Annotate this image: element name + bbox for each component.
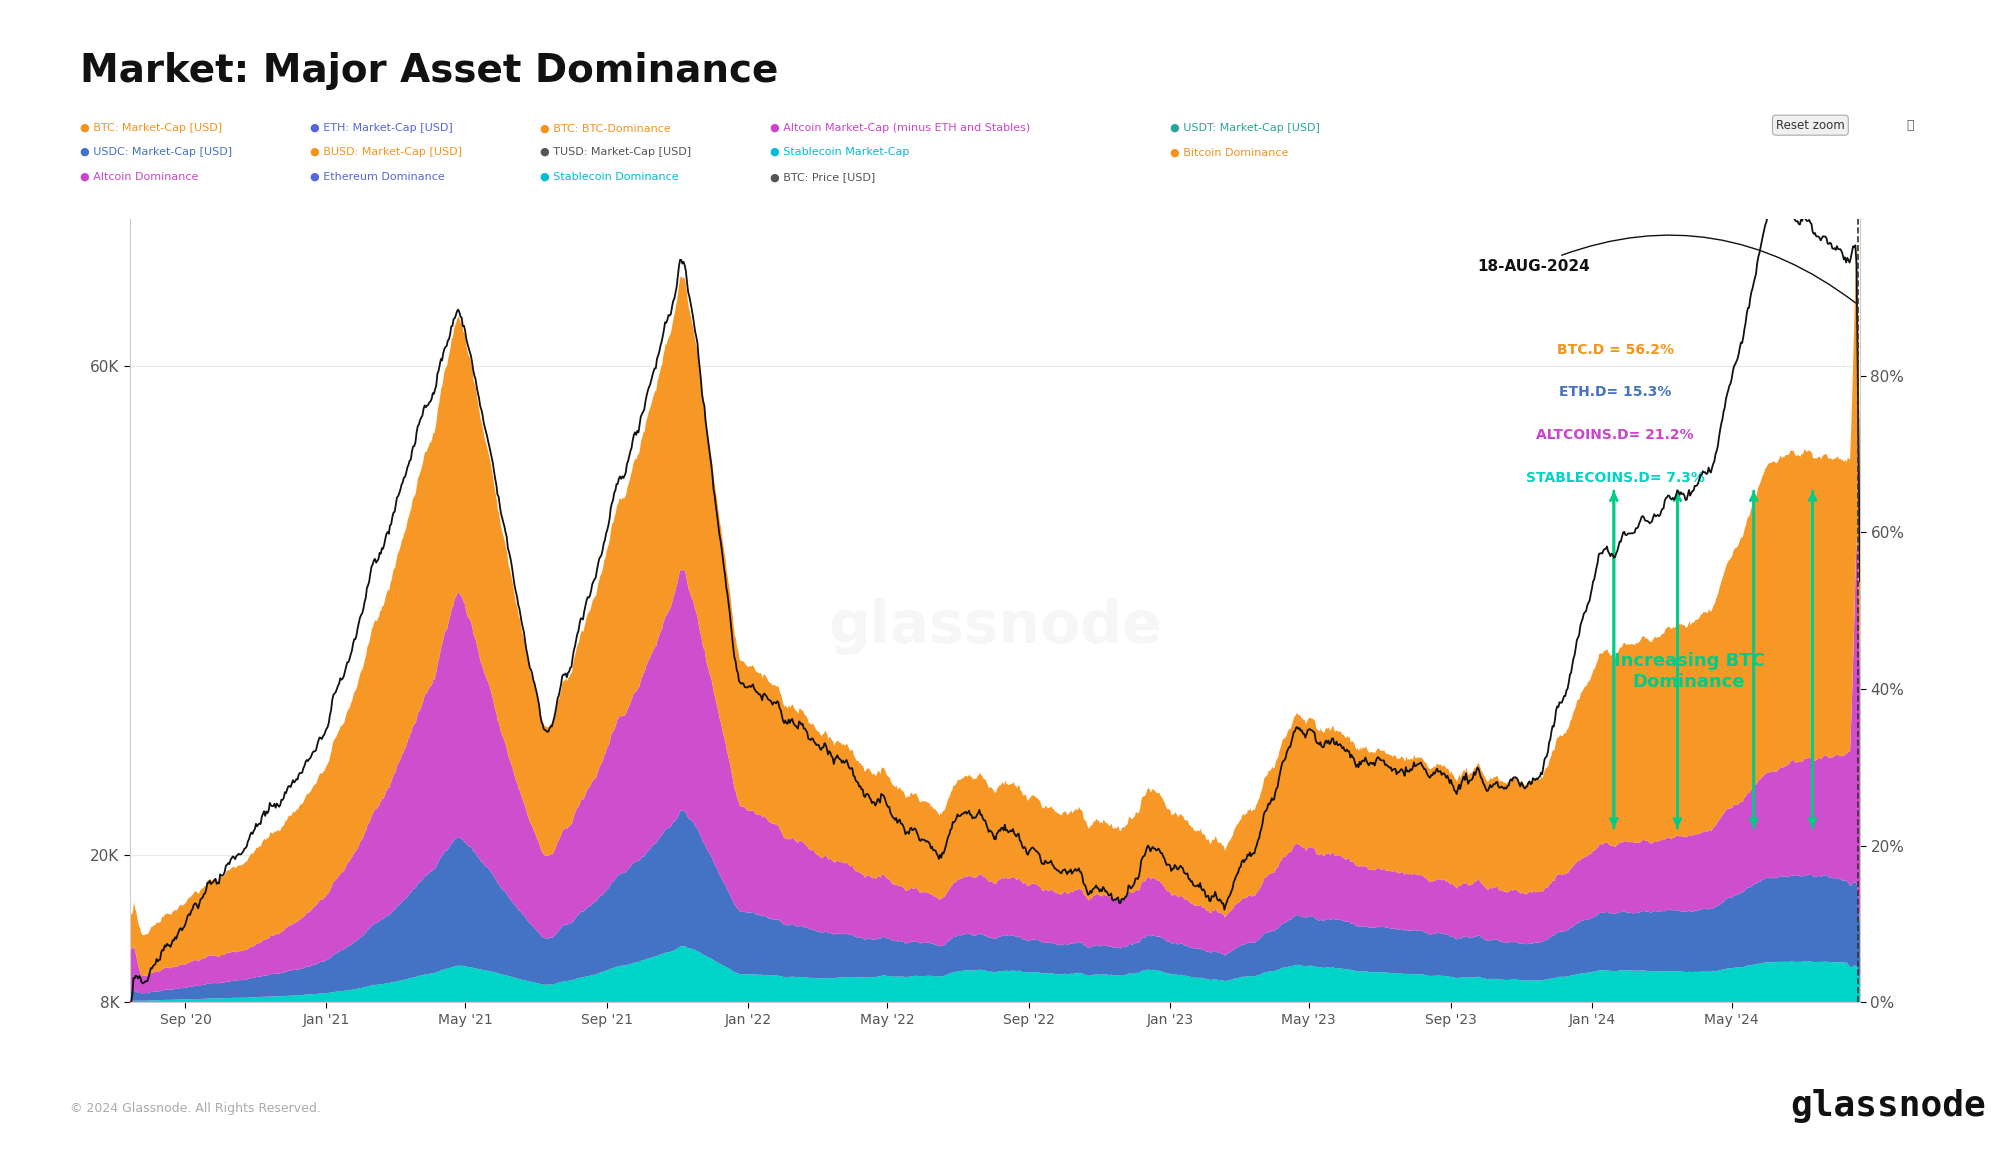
Text: ● BTC: Market-Cap [USD]: ● BTC: Market-Cap [USD] [80,123,222,134]
Text: ● Stablecoin Dominance: ● Stablecoin Dominance [540,172,678,182]
Text: ● Altcoin Dominance: ● Altcoin Dominance [80,172,198,182]
Text: glassnode: glassnode [1790,1089,1986,1123]
Text: © 2024 Glassnode. All Rights Reserved.: © 2024 Glassnode. All Rights Reserved. [70,1102,320,1115]
Text: ● USDC: Market-Cap [USD]: ● USDC: Market-Cap [USD] [80,147,232,158]
Text: ALTCOINS.D= 21.2%: ALTCOINS.D= 21.2% [1536,429,1694,442]
Text: ⬛: ⬛ [1906,119,1914,131]
Text: ● Altcoin Market-Cap (minus ETH and Stables): ● Altcoin Market-Cap (minus ETH and Stab… [770,123,1030,134]
Text: Reset zoom: Reset zoom [1776,119,1844,131]
Text: ● Bitcoin Dominance: ● Bitcoin Dominance [1170,147,1288,158]
Text: ● USDT: Market-Cap [USD]: ● USDT: Market-Cap [USD] [1170,123,1320,134]
Text: ● BTC: Price [USD]: ● BTC: Price [USD] [770,172,876,182]
Text: STABLECOINS.D= 7.3%: STABLECOINS.D= 7.3% [1526,471,1704,485]
Text: ● TUSD: Market-Cap [USD]: ● TUSD: Market-Cap [USD] [540,147,692,158]
Text: ● Ethereum Dominance: ● Ethereum Dominance [310,172,444,182]
Text: ● Stablecoin Market-Cap: ● Stablecoin Market-Cap [770,147,910,158]
Text: ● BUSD: Market-Cap [USD]: ● BUSD: Market-Cap [USD] [310,147,462,158]
Text: ● ETH: Market-Cap [USD]: ● ETH: Market-Cap [USD] [310,123,452,134]
Text: Increasing BTC
Dominance: Increasing BTC Dominance [1614,652,1764,691]
Text: ● BTC: BTC-Dominance: ● BTC: BTC-Dominance [540,123,670,134]
Text: 18-AUG-2024: 18-AUG-2024 [1478,235,1856,303]
Text: Market: Major Asset Dominance: Market: Major Asset Dominance [80,52,778,90]
Text: BTC.D = 56.2%: BTC.D = 56.2% [1556,342,1674,356]
Text: glassnode: glassnode [828,598,1162,654]
Text: ETH.D= 15.3%: ETH.D= 15.3% [1558,386,1672,400]
